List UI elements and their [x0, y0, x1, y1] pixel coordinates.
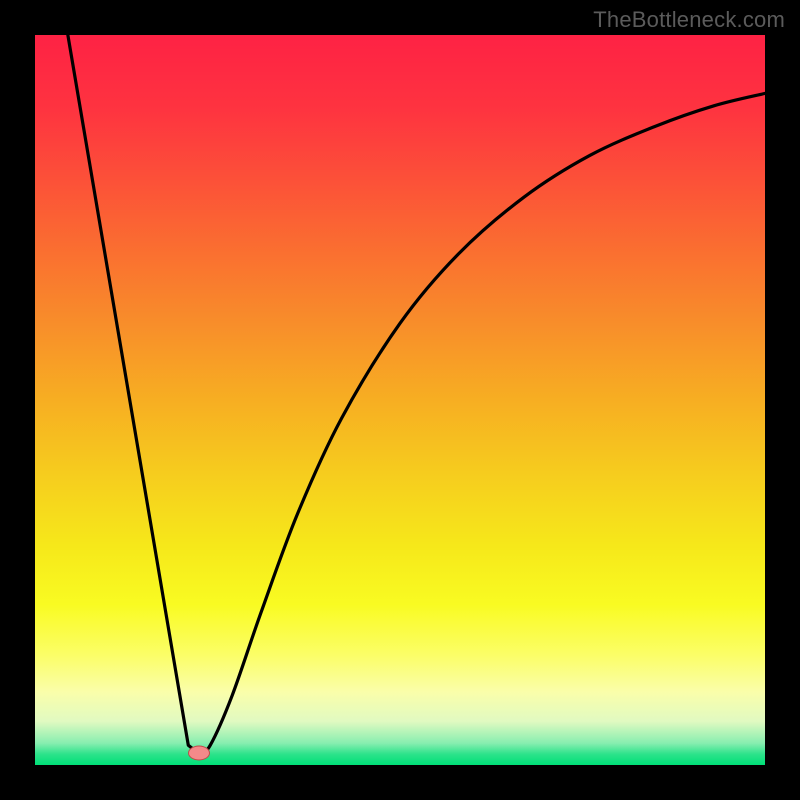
- optimum-marker: [188, 745, 210, 760]
- frame-border-right: [765, 0, 800, 800]
- watermark-text: TheBottleneck.com: [593, 7, 785, 33]
- frame-border-left: [0, 0, 35, 800]
- background-gradient: [35, 35, 765, 765]
- plot-area: [35, 35, 765, 765]
- frame-border-bottom: [0, 765, 800, 800]
